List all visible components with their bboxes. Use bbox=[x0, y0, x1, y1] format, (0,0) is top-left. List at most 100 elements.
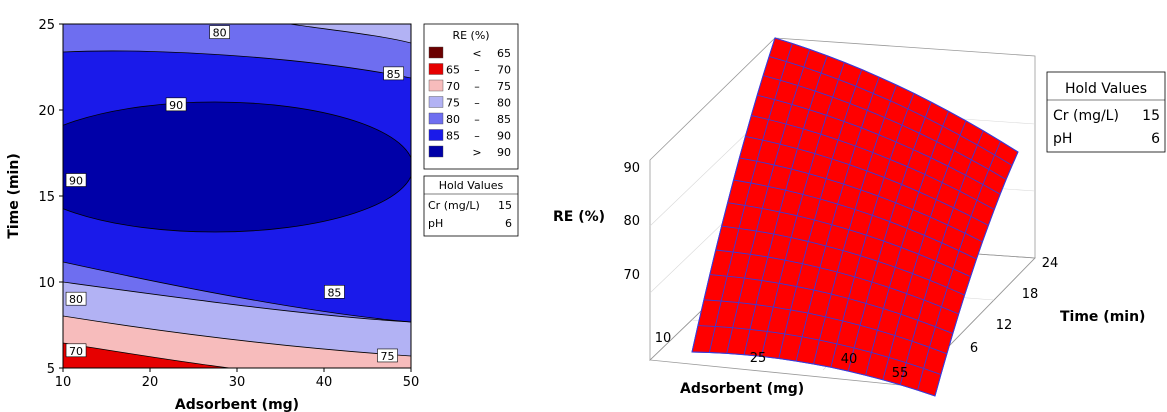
x-tick-label: 30 bbox=[229, 375, 246, 390]
contour-label-box bbox=[65, 291, 87, 306]
y-tick-label: 5 bbox=[47, 362, 55, 377]
legend-op: – bbox=[474, 80, 480, 93]
x-tick-label: 20 bbox=[142, 375, 159, 390]
legend-op: > bbox=[472, 146, 481, 159]
hold-values-box: Hold Values Cr (mg/L) 15 pH 6 bbox=[423, 175, 519, 237]
band-75-80 bbox=[290, 24, 411, 43]
surface-chart: 70 80 90 10 25 40 55 6 12 18 24 RE (%) Adsorbent… bbox=[553, 37, 1166, 397]
contour-label: 85 bbox=[387, 68, 401, 81]
surface-gridline bbox=[751, 115, 995, 210]
y-tick-label: 6 bbox=[970, 341, 978, 356]
y-tick-label: 20 bbox=[38, 104, 55, 119]
hold-values-box: Hold Values Cr (mg/L) 15 pH 6 bbox=[1046, 71, 1166, 153]
contour-label: 70 bbox=[69, 345, 83, 358]
legend-hi: 90 bbox=[497, 130, 511, 143]
legend-hi: 75 bbox=[497, 80, 511, 93]
contour-label: 90 bbox=[69, 175, 83, 188]
y-tick-label: 24 bbox=[1042, 256, 1059, 271]
z-tick-label: 80 bbox=[623, 214, 640, 229]
surface-gridline bbox=[733, 179, 977, 260]
hold-row-value: 6 bbox=[1151, 131, 1160, 147]
hold-values-frame bbox=[1046, 71, 1166, 153]
y-tick-label: 25 bbox=[38, 18, 55, 33]
legend-lo: 65 bbox=[446, 64, 460, 77]
legend-swatch bbox=[428, 129, 444, 141]
contour-label-box bbox=[209, 25, 230, 39]
legend-lo: 80 bbox=[446, 113, 460, 126]
contour-line-80-top bbox=[289, 24, 411, 44]
surface-gridline bbox=[691, 351, 936, 397]
legend-swatch bbox=[428, 112, 444, 125]
x-axis-label: Adsorbent (mg) bbox=[680, 381, 804, 397]
hold-row-value: 15 bbox=[1142, 108, 1160, 124]
surface-gridline bbox=[762, 75, 1007, 180]
hold-values-title: Hold Values bbox=[1065, 81, 1147, 97]
legend-op: – bbox=[474, 97, 480, 110]
y-tick-label: 15 bbox=[38, 190, 55, 205]
legend-hi: 85 bbox=[497, 113, 511, 126]
surface-gridline bbox=[703, 299, 948, 355]
contour-label-box bbox=[65, 173, 87, 187]
surface-gridline bbox=[721, 225, 965, 296]
hold-row-value: 15 bbox=[498, 199, 512, 212]
contour-label-box bbox=[65, 343, 87, 358]
contour-label-box bbox=[383, 66, 404, 81]
x-axis-ticks: 10 20 30 40 50 bbox=[55, 368, 420, 390]
x-tick-label: 25 bbox=[750, 351, 767, 366]
contour-label: 80 bbox=[213, 27, 227, 40]
hold-row-value: 6 bbox=[505, 217, 512, 230]
legend-op: – bbox=[474, 64, 480, 77]
z-tick-label: 90 bbox=[623, 161, 640, 176]
surface-gridline bbox=[768, 55, 1013, 166]
hold-row-name: pH bbox=[428, 217, 443, 230]
surface-gridline bbox=[709, 274, 953, 335]
z-axis-ticks: 70 80 90 bbox=[623, 161, 640, 283]
contour-label: 75 bbox=[381, 350, 395, 363]
x-tick-label: 10 bbox=[655, 331, 672, 346]
y-axis-ticks: 5 10 15 20 25 bbox=[38, 18, 63, 377]
hold-row-name: Cr (mg/L) bbox=[428, 199, 480, 212]
x-axis-ticks: 10 25 40 55 bbox=[655, 331, 909, 381]
surface-gridline bbox=[727, 202, 971, 278]
x-tick-label: 50 bbox=[403, 375, 420, 390]
surface-gridline bbox=[745, 135, 989, 226]
contour-labels: 80 85 90 90 85 80 75 70 bbox=[65, 25, 404, 363]
hold-row-name: Cr (mg/L) bbox=[1053, 108, 1119, 124]
legend-hi: 90 bbox=[497, 146, 511, 159]
contour-label: 90 bbox=[169, 99, 183, 112]
x-tick-label: 40 bbox=[316, 375, 333, 390]
contour-label-box bbox=[165, 97, 187, 112]
legend-swatch bbox=[428, 63, 444, 75]
legend-hi: 65 bbox=[497, 47, 511, 60]
hold-row-name: pH bbox=[1053, 131, 1072, 147]
legend-title: RE (%) bbox=[452, 29, 489, 42]
contour-label-box bbox=[377, 348, 398, 363]
legend-entries: <65 65 – 70 70 – 75 75 – 80 80 – 85 85 – 90 > 90 bbox=[428, 46, 511, 159]
legend-swatch bbox=[428, 79, 444, 92]
z-axis-label: RE (%) bbox=[553, 209, 605, 225]
contour-label-box bbox=[324, 285, 345, 299]
x-axis-label: Adsorbent (mg) bbox=[175, 397, 299, 412]
legend-op: – bbox=[474, 130, 480, 143]
legend-swatch bbox=[428, 46, 444, 59]
band-over-90 bbox=[63, 101, 411, 233]
y-tick-label: 10 bbox=[38, 276, 55, 291]
legend-lo: 75 bbox=[446, 97, 460, 110]
contour-line-80-bottom bbox=[63, 281, 411, 323]
y-tick-label: 18 bbox=[1022, 287, 1039, 302]
surface-gridline bbox=[774, 37, 1019, 153]
surface-gridline bbox=[757, 94, 1001, 195]
legend-swatch bbox=[428, 145, 444, 158]
surface-gridline bbox=[715, 249, 959, 315]
x-tick-label: 55 bbox=[892, 366, 909, 381]
contour-line-85-top bbox=[63, 50, 411, 79]
y-tick-label: 12 bbox=[996, 318, 1013, 333]
z-tick-label: 70 bbox=[623, 268, 640, 283]
legend-lo: 85 bbox=[446, 130, 460, 143]
contour-lines bbox=[63, 24, 411, 368]
y-axis-ticks: 6 12 18 24 bbox=[970, 256, 1058, 356]
x-tick-label: 10 bbox=[55, 375, 72, 390]
legend-swatch bbox=[428, 96, 444, 108]
